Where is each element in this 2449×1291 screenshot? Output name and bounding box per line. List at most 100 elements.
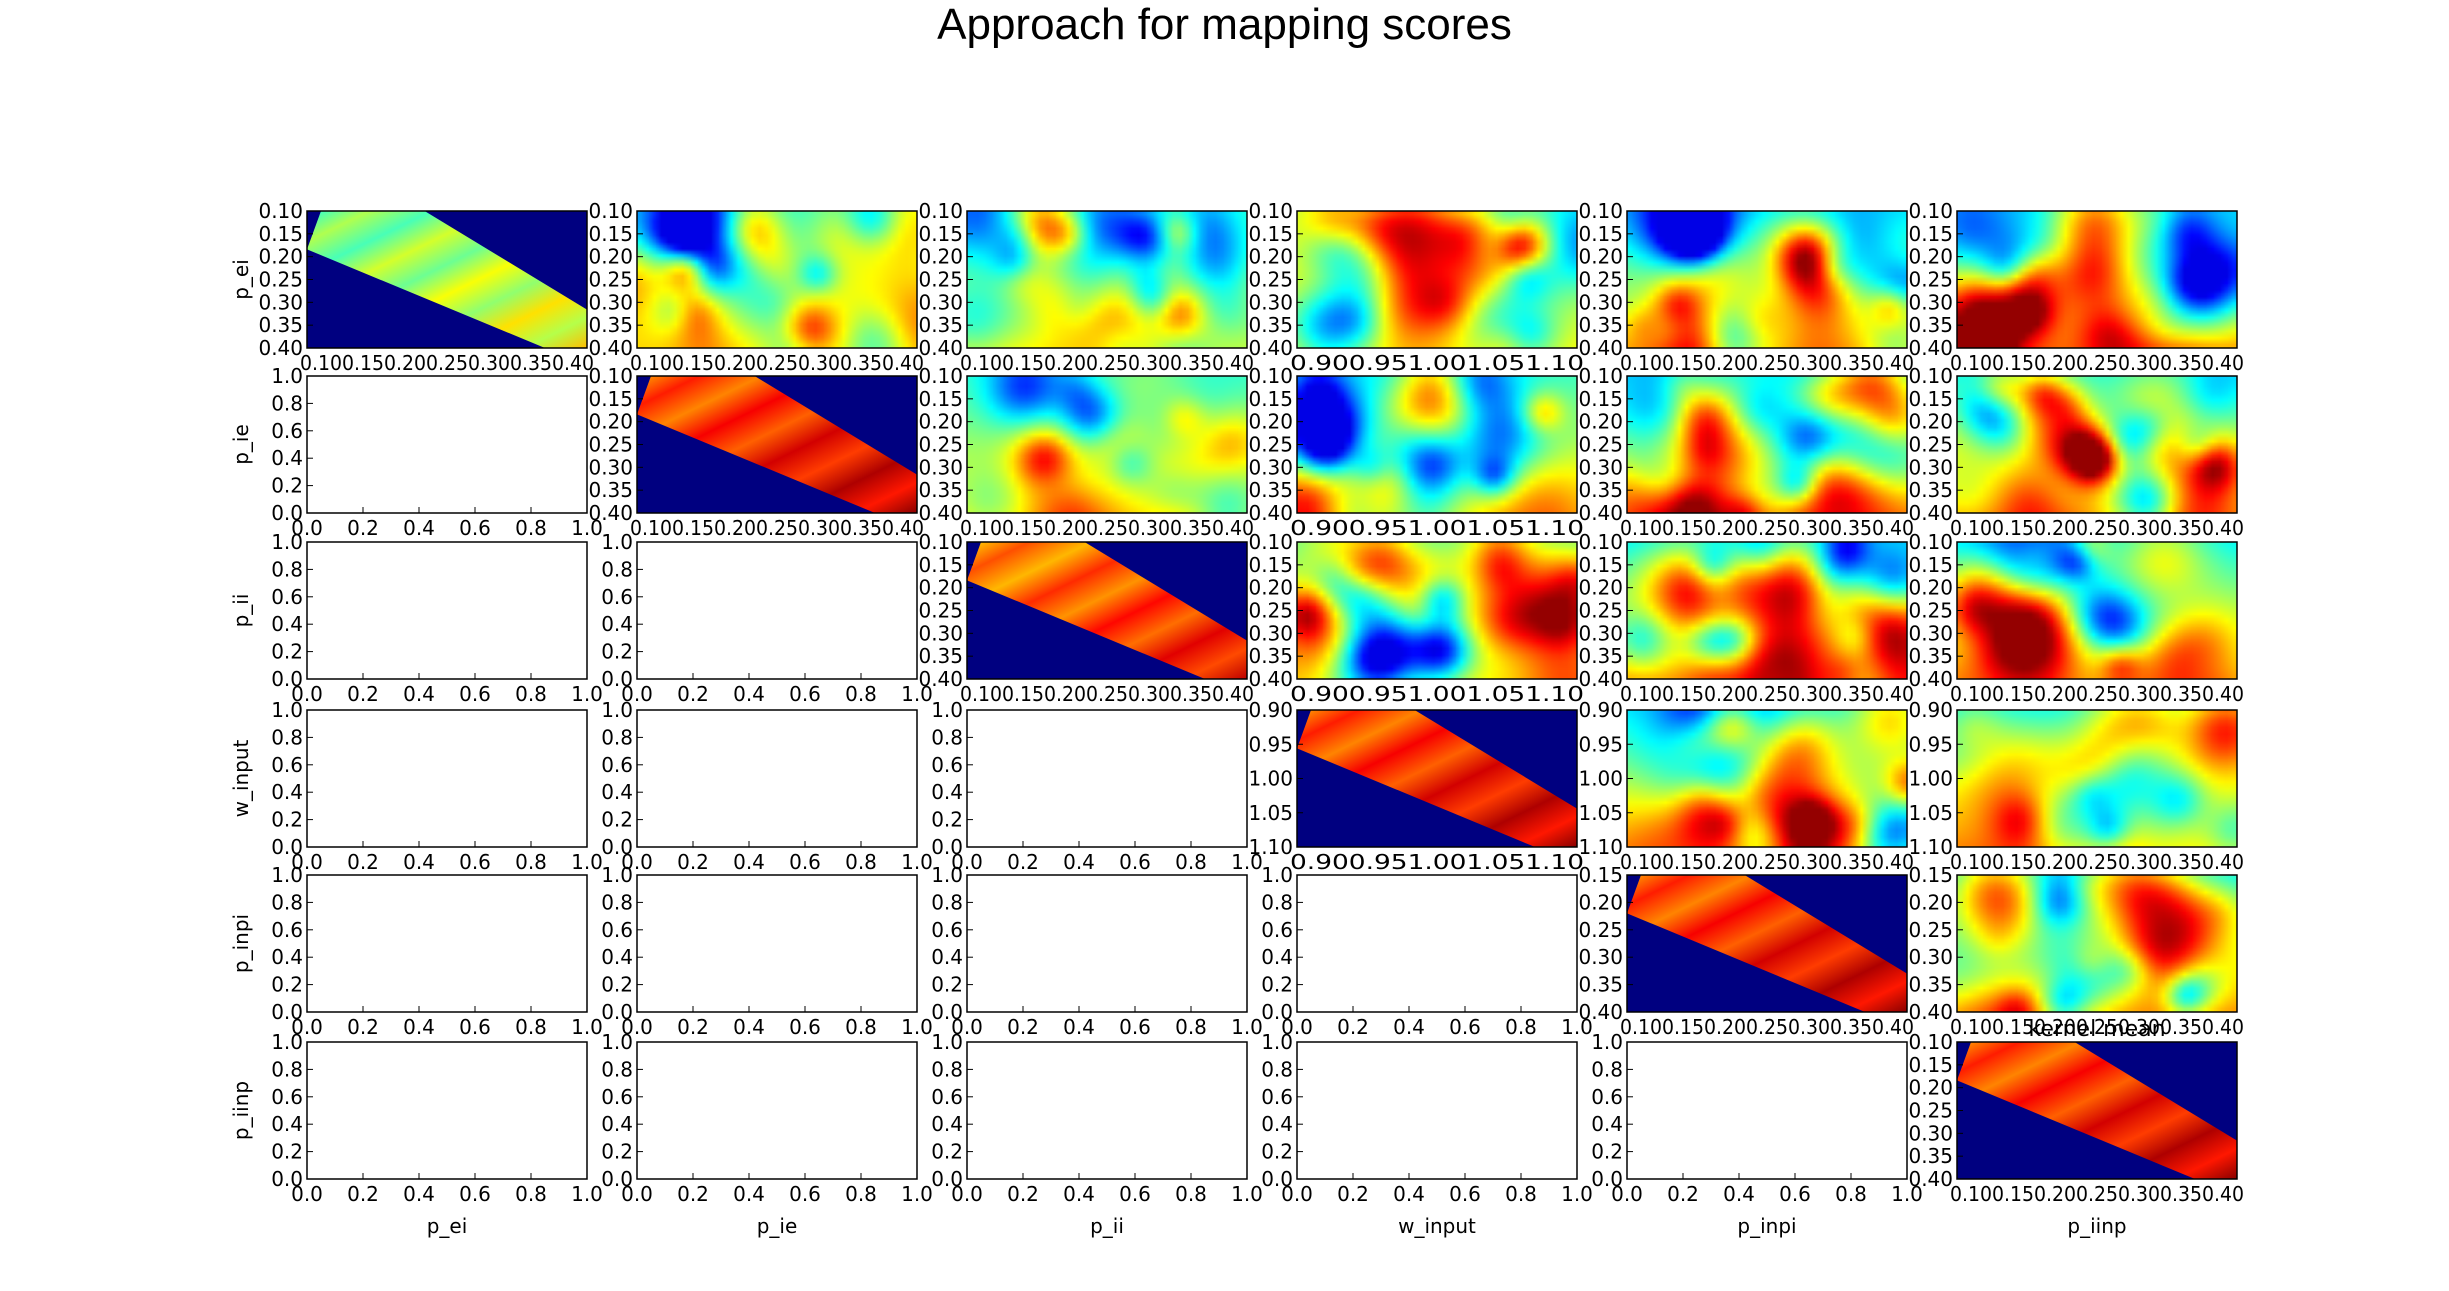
y-tick-label: 0.95 bbox=[1248, 732, 1293, 756]
x-tick-label: 0.0 bbox=[291, 1015, 323, 1039]
x-tick-label: 0.8 bbox=[1175, 1015, 1207, 1039]
y-tick-label: 0.0 bbox=[601, 1000, 633, 1024]
y-tick-label: 0.30 bbox=[1578, 455, 1623, 479]
x-tick-label: 1.0 bbox=[1561, 1015, 1593, 1039]
y-tick-label: 0.4 bbox=[271, 780, 303, 804]
x-tick-labels: 0.100.150.200.250.300.350.40 bbox=[960, 682, 1254, 706]
y-tick-label: 0.0 bbox=[271, 1000, 303, 1024]
x-tick-label: 0.6 bbox=[459, 682, 491, 706]
panel-p_iinp-p_inpi: 1.0 0.8 0.6 0.4 0.2 0.00.0 0.2 0.4 0.6 0.8 1.0 p_in… bbox=[1591, 1030, 1923, 1238]
x-tick-label: 0.4 bbox=[403, 682, 435, 706]
y-tick-label: 0.15 bbox=[1248, 387, 1293, 411]
column-label: p_ei bbox=[427, 1214, 468, 1238]
x-tick-label: 0.4 bbox=[1393, 1182, 1425, 1206]
y-tick-label: 0.20 bbox=[918, 410, 963, 434]
x-tick-labels: 0.100.150.200.250.300.350.40 bbox=[1950, 1182, 2244, 1206]
x-tick-label: 1.0 bbox=[571, 1182, 603, 1206]
y-tick-label: 0.25 bbox=[1248, 433, 1293, 457]
diagonal-band bbox=[637, 376, 917, 513]
panel-w_input-p_inpi: 0.90 0.95 1.00 1.05 1.100.100.150.200.250.30… bbox=[1578, 698, 1914, 874]
diagonal-band bbox=[1627, 875, 1907, 1012]
y-tick-label: 0.40 bbox=[1908, 1167, 1953, 1191]
y-tick-label: 0.8 bbox=[931, 725, 963, 749]
x-tick-label: 1.0 bbox=[1231, 1182, 1263, 1206]
y-tick-label: 0.20 bbox=[1908, 245, 1953, 269]
y-tick-label: 0.8 bbox=[601, 557, 633, 581]
y-tick-label: 0.35 bbox=[1908, 313, 1953, 337]
y-tick-label: 0.25 bbox=[1908, 918, 1953, 942]
y-tick-label: 0.4 bbox=[1591, 1112, 1623, 1136]
y-tick-label: 0.6 bbox=[1591, 1085, 1623, 1109]
y-tick-label: 0.0 bbox=[271, 501, 303, 525]
x-tick-label: 0.6 bbox=[789, 1182, 821, 1206]
y-tick-label: 0.8 bbox=[601, 725, 633, 749]
x-tick-label: 0.4 bbox=[733, 1182, 765, 1206]
panel-frame bbox=[1626, 874, 1908, 1013]
y-tick-label: 0.25 bbox=[588, 433, 633, 457]
y-tick-label: 0.2 bbox=[1591, 1140, 1623, 1164]
row-label: p_iinp bbox=[229, 1081, 253, 1140]
panel-p_inpi-p_ie: 1.0 0.8 0.6 0.4 0.2 0.00.0 0.2 0.4 0.6 0.8 1.0 bbox=[601, 863, 933, 1039]
y-tick-label: 0.40 bbox=[1908, 501, 1953, 525]
y-tick-label: 0.90 bbox=[1578, 698, 1623, 722]
x-tick-label: 0.8 bbox=[845, 850, 877, 874]
y-tick-label: 0.20 bbox=[588, 410, 633, 434]
y-tick-label: 1.0 bbox=[271, 1030, 303, 1054]
column-label: p_ie bbox=[757, 1214, 798, 1238]
x-tick-label: 0.4 bbox=[733, 682, 765, 706]
x-tick-label: 0.8 bbox=[515, 516, 547, 540]
y-tick-label: 0.0 bbox=[271, 835, 303, 859]
x-tick-label: 0.4 bbox=[1063, 1182, 1095, 1206]
y-tick-label: 0.6 bbox=[1261, 918, 1293, 942]
x-tick-label: 1.0 bbox=[1231, 1015, 1263, 1039]
y-tick-label: 1.10 bbox=[1908, 835, 1953, 859]
y-tick-label: 0.0 bbox=[601, 835, 633, 859]
x-tick-label: 0.8 bbox=[515, 1182, 547, 1206]
y-tick-label: 1.0 bbox=[601, 863, 633, 887]
y-tick-label: 0.4 bbox=[601, 945, 633, 969]
y-tick-label: 0.25 bbox=[918, 433, 963, 457]
panel-frame bbox=[1296, 874, 1578, 1013]
y-tick-label: 0.6 bbox=[601, 918, 633, 942]
y-tick-label: 1.0 bbox=[931, 1030, 963, 1054]
panel-frame bbox=[636, 874, 918, 1013]
panel-p_ii-p_inpi: 0.100.150.200.250.300.350.400.100.150.20… bbox=[1578, 530, 1914, 706]
y-tick-label: 0.25 bbox=[1908, 268, 1953, 292]
heatmap-image bbox=[1627, 542, 1907, 679]
y-tick-label: 0.40 bbox=[918, 501, 963, 525]
y-tick-label: 0.30 bbox=[258, 290, 303, 314]
y-tick-label: 1.00 bbox=[1248, 767, 1293, 791]
y-tick-label: 0.10 bbox=[1248, 199, 1293, 223]
y-tick-label: 0.40 bbox=[258, 336, 303, 360]
panel-p_inpi-p_inpi: 0.15 0.20 0.25 0.30 0.35 0.400.100.150.200.25… bbox=[1578, 863, 1914, 1039]
y-tick-label: 0.25 bbox=[1578, 433, 1623, 457]
y-tick-label: 0.10 bbox=[1578, 530, 1623, 554]
y-tick-label: 0.8 bbox=[1591, 1057, 1623, 1081]
y-tick-label: 0.15 bbox=[1578, 222, 1623, 246]
x-tick-label: 0.8 bbox=[845, 682, 877, 706]
y-tick-label: 0.6 bbox=[601, 753, 633, 777]
y-tick-label: 0.2 bbox=[931, 808, 963, 832]
row-label: p_inpi bbox=[229, 914, 253, 973]
y-tick-label: 0.30 bbox=[1908, 621, 1953, 645]
y-tick-label: 1.0 bbox=[1591, 1030, 1623, 1054]
x-tick-labels: 0.100.150.200.250.300.350.40 bbox=[1620, 682, 1914, 706]
x-tick-label: 0.4 bbox=[403, 850, 435, 874]
heatmap-image bbox=[1957, 875, 2237, 1012]
y-tick-label: 0.6 bbox=[271, 419, 303, 443]
x-tick-label: 1.0 bbox=[901, 1182, 933, 1206]
x-tick-label: 0.0 bbox=[291, 850, 323, 874]
y-tick-label: 0.20 bbox=[1578, 410, 1623, 434]
y-tick-label: 0.2 bbox=[271, 973, 303, 997]
x-tick-label: 0.0 bbox=[291, 682, 323, 706]
y-tick-label: 0.10 bbox=[918, 199, 963, 223]
y-tick-label: 0.35 bbox=[1248, 644, 1293, 668]
x-tick-labels: 0.100.150.200.250.300.350.40 bbox=[630, 516, 924, 540]
y-tick-label: 0.8 bbox=[271, 391, 303, 415]
x-tick-label: 0.0 bbox=[621, 1015, 653, 1039]
panel-p_iinp-w_input: 1.0 0.8 0.6 0.4 0.2 0.00.0 0.2 0.4 0.6 0.8 1.0 w_in… bbox=[1261, 1030, 1593, 1238]
y-tick-label: 0.35 bbox=[1578, 478, 1623, 502]
y-tick-label: 1.10 bbox=[1248, 835, 1293, 859]
y-tick-label: 1.0 bbox=[931, 698, 963, 722]
